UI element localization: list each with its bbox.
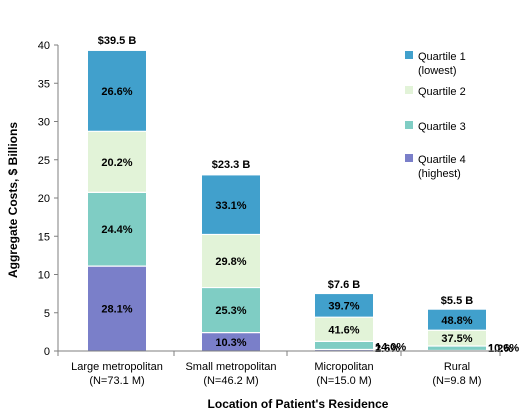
segment-label: 2.6% (375, 343, 400, 355)
x-category-label: Large metropolitan (71, 361, 163, 373)
bar-segment (428, 330, 486, 347)
x-category-count: (N=15.0 M) (316, 375, 371, 387)
x-category-count: (N=73.1 M) (89, 375, 144, 387)
y-tick-label: 40 (38, 40, 50, 52)
bar-total-label: $5.5 B (441, 295, 473, 307)
segment-label: 28.1% (101, 304, 132, 316)
legend-label: (lowest) (418, 65, 457, 77)
segment-label: 37.5% (441, 333, 472, 345)
x-category-label: Rural (444, 361, 470, 373)
bar-segment (315, 341, 373, 350)
y-tick-label: 30 (38, 117, 50, 129)
bar-segment (88, 131, 146, 193)
bar-segment (202, 175, 260, 235)
y-tick-label: 0 (44, 346, 50, 358)
bar-total-label: $7.6 B (328, 279, 360, 291)
legend-label: Quartile 2 (418, 86, 466, 98)
bar-segment (202, 332, 260, 351)
legend-swatch (405, 51, 413, 59)
legend-label: Quartile 3 (418, 121, 466, 133)
segment-label: 20.2% (101, 157, 132, 169)
x-category-label: Micropolitan (314, 361, 373, 373)
legend-swatch (405, 86, 413, 94)
bar-segment (428, 346, 486, 351)
bars: 28.1% 24.4% 20.2% 26.6% $39.5 B 10.3% 25.3% 29.… (88, 35, 519, 355)
y-tick-label: 25 (38, 155, 50, 167)
x-category-count: (N=46.2 M) (203, 375, 258, 387)
y-axis: 0 5 10 15 20 25 30 35 40 (38, 40, 59, 358)
bar-total-label: $39.5 B (98, 35, 137, 47)
bar-segment (88, 266, 146, 351)
legend-swatch (405, 121, 413, 129)
y-tick-label: 35 (38, 78, 50, 90)
y-axis-title: Aggregate Costs, $ Billions (6, 122, 20, 278)
y-tick-label: 10 (38, 270, 50, 282)
bar-segment (315, 349, 373, 351)
bar-segment (88, 50, 146, 132)
segment-label: 25.3% (215, 305, 246, 317)
legend-label: (highest) (418, 168, 461, 180)
segment-label: 48.8% (441, 315, 472, 327)
segment-label: 41.6% (328, 324, 359, 336)
legend-label: Quartile 4 (418, 154, 466, 166)
legend-label: Quartile 1 (418, 51, 466, 63)
x-axis-title: Location of Patient's Residence (208, 397, 389, 411)
y-tick-label: 15 (38, 231, 50, 243)
bar-segment (202, 287, 260, 333)
x-category-count: (N=9.8 M) (432, 375, 481, 387)
segment-label: 33.1% (215, 200, 246, 212)
bar-segment (315, 294, 373, 318)
bar-total-label: $23.3 B (212, 159, 251, 171)
segment-label: 39.7% (328, 301, 359, 313)
segment-label: 14.0% (375, 341, 406, 353)
legend-swatch (405, 154, 413, 162)
bar-segment (315, 317, 373, 342)
bar-segment (88, 192, 146, 267)
legend: Quartile 1 (lowest) Quartile 2 Quartile 3 Qu… (405, 51, 466, 180)
segment-label: 10.3% (215, 337, 246, 349)
segment-label: 26.6% (101, 86, 132, 98)
bar-segment (202, 234, 260, 288)
x-axis: Large metropolitan (N=73.1 M) Small metrop… (57, 350, 501, 387)
bar-segment (428, 309, 486, 331)
segment-label: 10.6% (488, 342, 519, 354)
x-category-label: Small metropolitan (185, 361, 276, 373)
segment-label: 1.2% (488, 343, 513, 355)
segment-label: 24.4% (101, 224, 132, 236)
y-tick-label: 20 (38, 193, 50, 205)
segment-label: 29.8% (215, 256, 246, 268)
y-tick-label: 5 (44, 308, 50, 320)
